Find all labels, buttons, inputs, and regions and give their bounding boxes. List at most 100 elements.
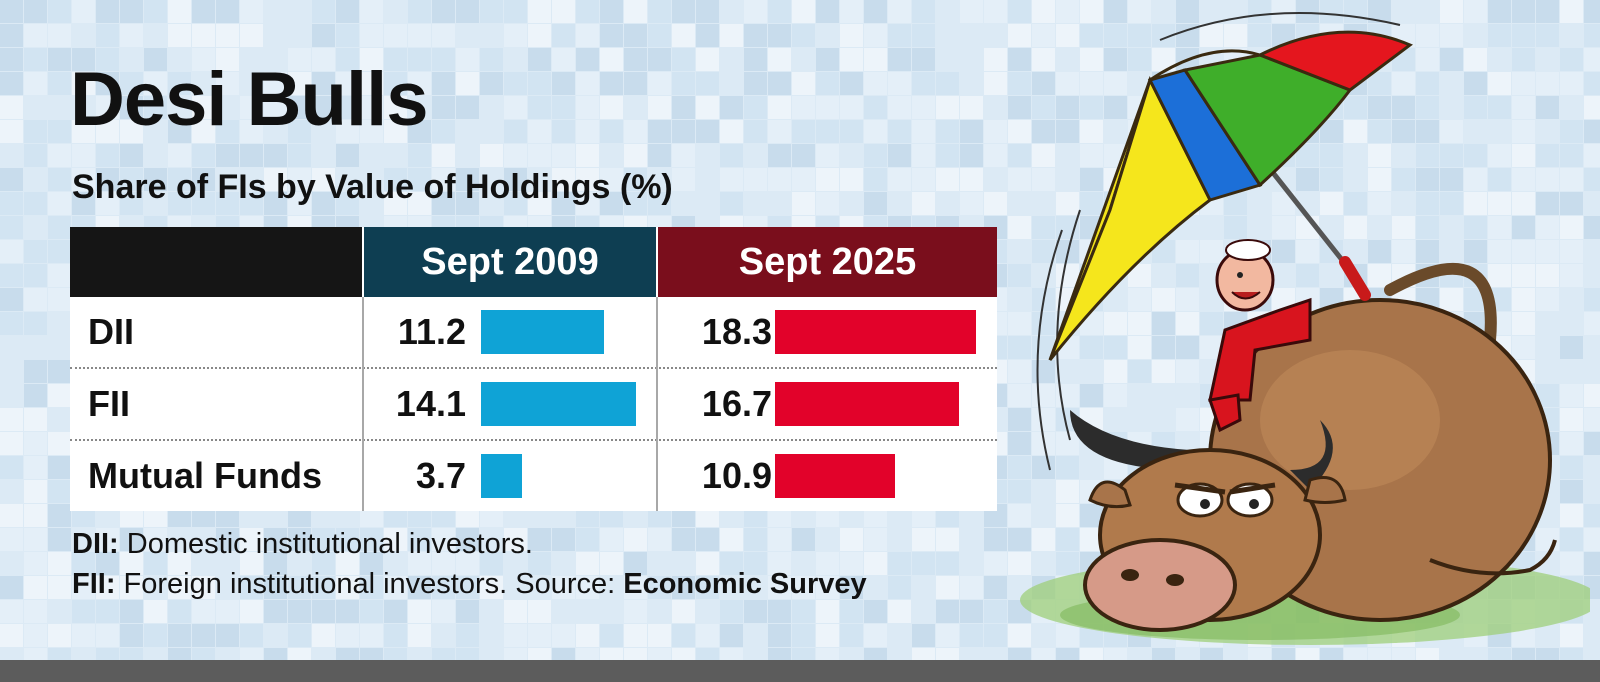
background-tile bbox=[744, 96, 767, 119]
background-tile bbox=[720, 192, 743, 215]
background-tile bbox=[48, 192, 71, 215]
bar-dii-2009 bbox=[481, 310, 605, 354]
background-tile bbox=[1080, 48, 1103, 71]
background-tile bbox=[1584, 216, 1600, 239]
background-tile bbox=[576, 648, 599, 660]
background-tile bbox=[1392, 192, 1415, 215]
background-tile bbox=[1464, 144, 1487, 167]
background-tile bbox=[1032, 504, 1055, 527]
background-tile bbox=[1560, 0, 1583, 23]
bar-mf-2025 bbox=[775, 454, 895, 498]
background-tile bbox=[672, 120, 695, 143]
background-tile bbox=[216, 72, 239, 95]
background-tile bbox=[840, 168, 863, 191]
background-tile bbox=[48, 648, 71, 660]
background-tile bbox=[1176, 240, 1199, 263]
background-tile bbox=[1392, 168, 1415, 191]
background-tile bbox=[648, 72, 671, 95]
background-tile bbox=[1560, 120, 1583, 143]
background-tile bbox=[1032, 648, 1055, 660]
background-tile bbox=[384, 72, 407, 95]
background-tile bbox=[1560, 144, 1583, 167]
background-tile bbox=[1536, 168, 1559, 191]
background-tile bbox=[432, 624, 455, 647]
background-tile bbox=[1560, 408, 1583, 431]
background-tile bbox=[768, 528, 791, 551]
background-tile bbox=[504, 552, 527, 575]
background-tile bbox=[1584, 0, 1600, 23]
background-tile bbox=[696, 48, 719, 71]
background-tile bbox=[192, 24, 215, 47]
background-tile bbox=[528, 0, 551, 23]
background-tile bbox=[1440, 240, 1463, 263]
background-tile bbox=[1224, 192, 1247, 215]
background-tile bbox=[1104, 384, 1127, 407]
background-tile bbox=[0, 648, 23, 660]
background-tile bbox=[1056, 360, 1079, 383]
background-tile bbox=[24, 120, 47, 143]
background-tile bbox=[168, 528, 191, 551]
background-tile bbox=[1536, 216, 1559, 239]
background-tile bbox=[312, 120, 335, 143]
background-tile bbox=[384, 0, 407, 23]
background-tile bbox=[360, 624, 383, 647]
background-tile bbox=[1512, 264, 1535, 287]
background-tile bbox=[1392, 120, 1415, 143]
background-tile bbox=[792, 624, 815, 647]
background-tile bbox=[1008, 24, 1031, 47]
background-tile bbox=[1440, 192, 1463, 215]
background-tile bbox=[144, 552, 167, 575]
background-tile bbox=[480, 24, 503, 47]
background-tile bbox=[168, 624, 191, 647]
background-tile bbox=[1560, 480, 1583, 503]
background-tile bbox=[1320, 120, 1343, 143]
background-tile bbox=[240, 576, 263, 599]
background-tile bbox=[120, 120, 143, 143]
background-tile bbox=[576, 624, 599, 647]
background-tile bbox=[120, 0, 143, 23]
background-tile bbox=[672, 96, 695, 119]
background-tile bbox=[408, 192, 431, 215]
background-tile bbox=[144, 600, 167, 623]
background-tile bbox=[48, 216, 71, 239]
background-tile bbox=[840, 600, 863, 623]
background-tile bbox=[384, 48, 407, 71]
background-tile bbox=[24, 528, 47, 551]
background-tile bbox=[648, 168, 671, 191]
background-tile bbox=[576, 528, 599, 551]
background-tile bbox=[408, 624, 431, 647]
background-tile bbox=[1152, 384, 1175, 407]
background-tile bbox=[72, 648, 95, 660]
background-tile bbox=[1008, 336, 1031, 359]
background-tile bbox=[528, 48, 551, 71]
background-tile bbox=[1104, 0, 1127, 23]
background-tile bbox=[600, 0, 623, 23]
background-tile bbox=[216, 96, 239, 119]
background-tile bbox=[384, 144, 407, 167]
background-tile bbox=[600, 96, 623, 119]
footnote-dii-abbr: DII: bbox=[72, 528, 119, 560]
background-tile bbox=[120, 24, 143, 47]
background-tile bbox=[696, 648, 719, 660]
background-tile bbox=[1440, 96, 1463, 119]
background-tile bbox=[0, 120, 23, 143]
background-tile bbox=[192, 576, 215, 599]
background-tile bbox=[624, 576, 647, 599]
background-tile bbox=[600, 528, 623, 551]
background-tile bbox=[48, 0, 71, 23]
background-tile bbox=[456, 0, 479, 23]
background-tile bbox=[672, 192, 695, 215]
background-tile bbox=[1080, 96, 1103, 119]
background-tile bbox=[768, 24, 791, 47]
background-tile bbox=[264, 624, 287, 647]
background-tile bbox=[1440, 48, 1463, 71]
background-tile bbox=[1512, 192, 1535, 215]
background-tile bbox=[792, 0, 815, 23]
background-tile bbox=[1032, 168, 1055, 191]
background-tile bbox=[1008, 480, 1031, 503]
background-tile bbox=[1296, 144, 1319, 167]
background-tile bbox=[816, 0, 839, 23]
background-tile bbox=[408, 600, 431, 623]
background-tile bbox=[768, 120, 791, 143]
background-tile bbox=[1416, 120, 1439, 143]
